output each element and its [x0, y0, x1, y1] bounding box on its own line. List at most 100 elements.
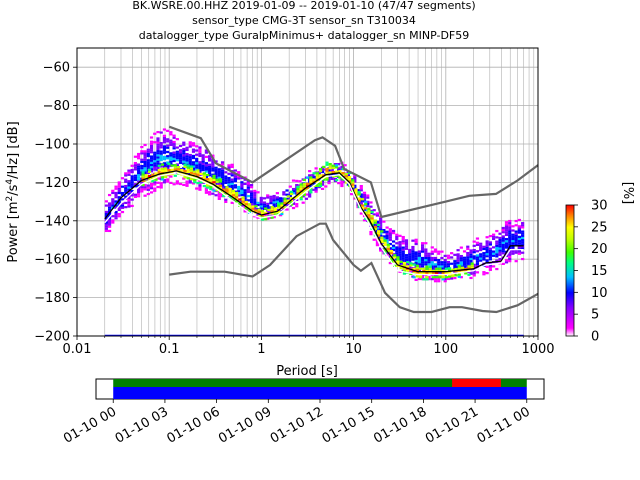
density-cell: [395, 242, 399, 245]
density-cell: [104, 210, 108, 214]
density-cell: [209, 177, 213, 180]
density-cell: [328, 167, 332, 170]
density-cell: [156, 143, 160, 146]
density-cell: [504, 259, 509, 262]
colorbar-gradient: [565, 204, 575, 337]
density-cell: [304, 197, 309, 200]
density-cell: [485, 248, 489, 252]
y-tick-label: −180: [34, 291, 70, 306]
density-cell: [249, 184, 254, 187]
density-cell: [227, 181, 231, 184]
density-cell: [318, 170, 323, 173]
density-cell: [143, 167, 147, 170]
density-cell: [464, 272, 468, 275]
density-cell: [504, 240, 509, 243]
density-cell: [185, 146, 189, 149]
density-cell: [149, 168, 154, 171]
density-cell: [309, 189, 313, 192]
x-tick-label: 0.01: [63, 342, 92, 357]
density-cell: [247, 209, 252, 212]
density-cell: [370, 217, 374, 220]
density-cell: [450, 256, 454, 259]
density-cell: [424, 259, 428, 262]
density-cell: [156, 181, 160, 184]
density-cell: [404, 258, 409, 261]
density-cell: [357, 191, 361, 194]
density-cell: [482, 245, 486, 248]
density-cell: [172, 155, 176, 158]
density-cell: [296, 185, 300, 189]
x-tick-label: 1000: [521, 342, 554, 357]
density-cell: [149, 165, 154, 169]
density-cell: [425, 276, 429, 279]
density-cell: [217, 174, 221, 177]
density-cell: [140, 145, 144, 149]
density-cell: [127, 192, 131, 195]
density-cell: [327, 177, 331, 180]
density-cell: [159, 186, 163, 189]
density-cell: [421, 256, 425, 260]
density-cell: [246, 182, 250, 185]
density-cell: [227, 176, 231, 180]
density-cell: [111, 221, 115, 224]
density-cell: [193, 181, 197, 184]
density-cell: [430, 261, 434, 264]
density-cell: [169, 154, 173, 157]
density-cell: [437, 263, 441, 266]
density-cell: [243, 195, 247, 198]
density-cell: [511, 250, 515, 253]
density-cell: [218, 188, 223, 192]
density-cell: [114, 200, 118, 203]
density-cell: [164, 167, 168, 170]
density-cell: [262, 205, 267, 208]
density-cell: [104, 221, 108, 224]
density-cell: [111, 215, 115, 218]
density-cell: [353, 178, 357, 181]
density-cell: [291, 202, 296, 205]
density-cell: [156, 150, 160, 153]
density-cell: [291, 206, 296, 210]
density-cell: [343, 164, 347, 167]
density-cell: [411, 258, 415, 261]
density-cell: [435, 269, 439, 272]
density-cell: [504, 227, 509, 230]
density-cell: [504, 246, 509, 249]
density-cell: [414, 259, 418, 263]
density-cell: [331, 164, 336, 167]
density-cell: [186, 177, 190, 180]
density-cell: [204, 176, 208, 180]
density-cell: [375, 225, 380, 228]
density-cell: [172, 134, 176, 137]
density-cell: [201, 156, 205, 159]
density-cell: [143, 171, 147, 174]
density-cell: [220, 186, 225, 189]
density-cell: [306, 182, 310, 185]
density-cell: [205, 178, 210, 181]
density-cell: [433, 250, 438, 253]
density-cell: [228, 192, 232, 195]
density-cell: [302, 183, 306, 186]
density-cell: [124, 178, 128, 181]
density-cell: [224, 181, 228, 184]
density-cell: [322, 165, 326, 169]
density-cell: [130, 175, 134, 178]
density-cell: [256, 216, 260, 219]
density-cell: [320, 170, 325, 174]
density-cell: [208, 163, 212, 166]
density-cell: [398, 251, 402, 254]
density-cell: [198, 163, 202, 166]
density-cell: [137, 178, 141, 181]
density-cell: [393, 256, 397, 259]
density-cell: [340, 182, 344, 185]
density-cell: [270, 205, 274, 209]
density-cell: [466, 262, 470, 265]
density-cell: [130, 168, 134, 172]
density-cell: [469, 253, 473, 256]
density-cell: [491, 250, 496, 253]
density-cell: [385, 241, 389, 244]
density-cell: [295, 205, 299, 208]
plot-background: [77, 48, 538, 336]
density-cell: [467, 267, 471, 270]
density-cell: [195, 153, 199, 156]
density-cell: [227, 164, 231, 167]
